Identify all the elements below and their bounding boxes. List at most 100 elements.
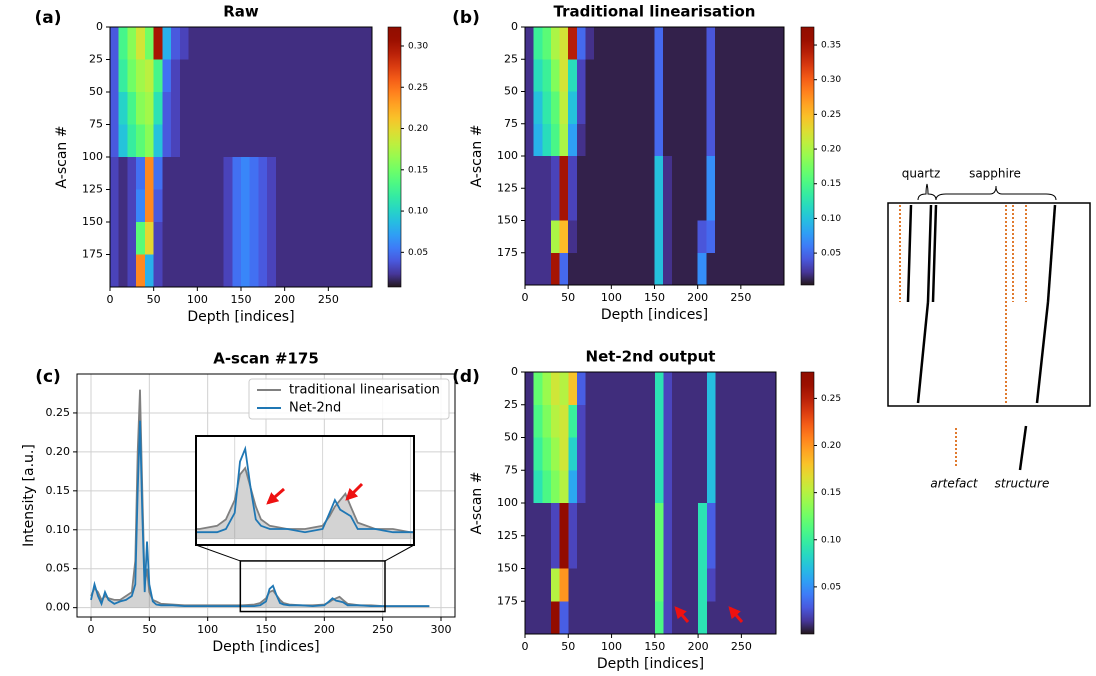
heatmap-cell <box>550 601 561 635</box>
heatmap-cell <box>620 437 630 471</box>
heatmap-cell <box>275 157 286 190</box>
heatmap-cell <box>671 156 681 189</box>
heatmap-cell <box>645 91 655 125</box>
heatmap-cell <box>576 404 587 438</box>
x-axis-label: Depth [indices] <box>601 307 708 323</box>
heatmap-cell <box>766 91 776 125</box>
heatmap-cell <box>585 91 595 125</box>
colorbar-tick-label: 0.20 <box>821 145 841 155</box>
heatmap-cell <box>162 157 172 190</box>
heatmap-cell <box>559 404 569 438</box>
heatmap-cell <box>741 470 751 504</box>
heatmap-cell <box>654 156 664 189</box>
heatmap-cell <box>525 59 535 92</box>
heatmap-cell <box>602 27 612 60</box>
x-tick-label: 100 <box>187 293 208 306</box>
heatmap-cell <box>542 252 552 286</box>
heatmap-cell <box>766 156 776 189</box>
heatmap-cell <box>328 157 338 190</box>
heatmap-cell <box>775 156 785 189</box>
colorbar-tick-label: 0.20 <box>821 441 841 451</box>
heatmap-cell <box>611 220 621 254</box>
heatmap-cell <box>559 372 569 406</box>
heatmap-cell <box>328 189 338 223</box>
heatmap-cell <box>723 252 733 286</box>
heatmap-cell <box>732 59 742 92</box>
heatmap-cell <box>576 503 587 537</box>
y-tick-label: 0.15 <box>46 484 71 497</box>
heatmap-cell <box>542 568 552 602</box>
heatmap-cell <box>533 252 543 286</box>
heatmap-cell <box>680 91 690 125</box>
heatmap-cell <box>525 503 535 537</box>
heatmap-cell <box>723 188 733 221</box>
x-tick-label: 50 <box>561 291 575 304</box>
heatmap-cell <box>363 254 373 288</box>
heatmap-cell <box>127 254 137 288</box>
heatmap-cell <box>568 437 578 471</box>
heatmap-cell <box>646 535 656 569</box>
heatmap-cell <box>354 222 364 255</box>
colorbar-tick-label: 0.10 <box>821 535 841 545</box>
y-axis-label: A-scan # <box>469 472 485 535</box>
heatmap-cell <box>310 92 321 125</box>
heatmap-cell <box>559 568 569 602</box>
heatmap-cell <box>171 59 181 93</box>
heatmap-cell <box>337 59 347 93</box>
y-tick-label: 150 <box>82 215 103 228</box>
colorbar-tick-label: 0.25 <box>821 110 841 120</box>
heatmap-cell <box>724 601 734 635</box>
heatmap-cell <box>749 91 759 125</box>
heatmap-cell <box>550 437 561 471</box>
heatmap-cell <box>214 27 225 60</box>
heatmap-cell <box>663 437 673 471</box>
panel-label: (c) <box>35 367 61 387</box>
heatmap-cell <box>179 27 190 60</box>
heatmap-cell <box>319 92 329 125</box>
heatmap-cell <box>345 189 356 223</box>
heatmap-cell <box>663 372 673 406</box>
heatmap-cell <box>206 189 216 223</box>
colorbar-tick-label: 0.05 <box>408 248 428 258</box>
colorbar-tick-label: 0.25 <box>408 83 428 93</box>
heatmap-cell <box>611 123 621 157</box>
colorbar <box>387 26 402 288</box>
heatmap-cell <box>568 601 578 635</box>
heatmap-cell <box>637 372 647 406</box>
heatmap-cell <box>127 124 137 158</box>
heatmap-cell <box>724 470 734 504</box>
heatmap-cell <box>585 535 595 569</box>
heatmap-cell <box>749 188 759 221</box>
heatmap-cell <box>715 601 725 635</box>
heatmap-cell <box>568 503 578 537</box>
heatmap-cell <box>249 124 259 158</box>
heatmap-cell <box>750 437 760 471</box>
heatmap-cell <box>732 568 742 602</box>
heatmap-cell <box>758 220 768 254</box>
heatmap-cell <box>525 91 535 125</box>
heatmap-cell <box>162 92 172 125</box>
heatmap-cell <box>275 59 286 93</box>
heatmap-cell <box>258 92 268 125</box>
colorbar-tick-label: 0.30 <box>821 75 841 85</box>
heatmap-cell <box>741 568 751 602</box>
y-tick-label: 175 <box>497 594 518 607</box>
heatmap-cell <box>594 568 604 602</box>
y-tick-label: 100 <box>497 496 518 509</box>
heatmap-cell <box>741 372 751 406</box>
heatmap-cell <box>136 189 146 223</box>
heatmap-cell <box>310 124 321 158</box>
heatmap-cell <box>118 124 128 158</box>
heatmap-cell <box>698 601 708 635</box>
heatmap-cell <box>645 59 655 92</box>
heatmap-cell <box>267 27 277 60</box>
y-tick-label: 0 <box>96 20 103 33</box>
heatmap-cell <box>319 254 329 288</box>
heatmap-cell <box>533 503 543 537</box>
heatmap-cell <box>724 535 734 569</box>
heatmap-cell <box>732 156 742 189</box>
heatmap-cell <box>542 601 552 635</box>
heatmap-cell <box>758 404 768 438</box>
heatmap-cell <box>144 157 155 190</box>
heatmap-cell <box>749 123 759 157</box>
